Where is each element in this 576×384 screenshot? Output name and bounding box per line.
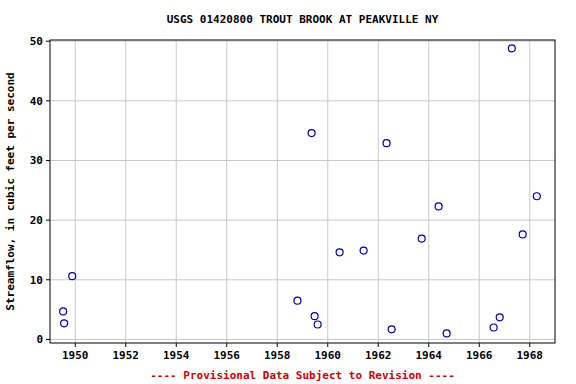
- grid-line: [378, 40, 379, 343]
- x-tick-label: 1960: [315, 349, 342, 362]
- tick: [378, 343, 379, 347]
- grid-line: [529, 40, 530, 343]
- tick: [226, 343, 227, 347]
- y-tick-label: 0: [36, 333, 43, 346]
- point: [336, 249, 343, 256]
- point: [519, 231, 526, 238]
- y-tick-label: 10: [30, 274, 43, 287]
- tick: [176, 343, 177, 347]
- tick: [125, 343, 126, 347]
- grid-line: [125, 40, 126, 343]
- grid-line: [226, 40, 227, 343]
- annotation: ---- Provisional Data Subject to Revisio…: [150, 369, 455, 382]
- x-tick-label: 1968: [517, 349, 544, 362]
- grid-line: [176, 40, 177, 343]
- point: [69, 273, 76, 280]
- y-axis-label: Streamflow, in cubic feet per second: [4, 72, 17, 310]
- tick: [428, 343, 429, 347]
- y-tick-label: 20: [30, 214, 43, 227]
- point: [443, 330, 450, 337]
- y-tick-label: 50: [30, 35, 43, 48]
- point: [60, 308, 67, 315]
- grid-line: [50, 279, 555, 280]
- tick: [529, 343, 530, 347]
- grid-line: [50, 160, 555, 161]
- tick: [46, 160, 50, 161]
- x-tick-label: 1966: [466, 349, 493, 362]
- point: [435, 203, 442, 210]
- tick: [75, 343, 76, 347]
- x-tick-label: 1958: [264, 349, 291, 362]
- tick: [46, 100, 50, 101]
- tick: [46, 279, 50, 280]
- tick: [46, 339, 50, 340]
- x-tick-label: 1952: [113, 349, 140, 362]
- point: [314, 321, 321, 328]
- point: [61, 320, 68, 327]
- tick: [46, 220, 50, 221]
- point: [533, 193, 540, 200]
- plot-frame: [50, 40, 555, 343]
- point: [496, 314, 503, 321]
- point: [360, 247, 367, 254]
- point: [490, 324, 497, 331]
- point: [418, 235, 425, 242]
- x-tick-label: 1956: [214, 349, 241, 362]
- x-tick-label: 1950: [62, 349, 89, 362]
- point: [294, 297, 301, 304]
- tick: [46, 41, 50, 42]
- y-tick-label: 30: [30, 154, 43, 167]
- grid-line: [327, 40, 328, 343]
- point: [388, 326, 395, 333]
- grid-line: [50, 339, 555, 340]
- grid-line: [428, 40, 429, 343]
- grid-line: [479, 40, 480, 343]
- grid-line: [50, 41, 555, 42]
- point: [311, 313, 318, 320]
- x-tick-label: 1954: [163, 349, 190, 362]
- tick: [479, 343, 480, 347]
- plot-area: [50, 40, 555, 343]
- chart: 1950 1952 1954 1956 1958 1960 1962 1964 1966 1968…: [0, 0, 576, 384]
- x-tick-label: 1964: [416, 349, 443, 362]
- y-tick-label: 40: [30, 95, 43, 108]
- grid-line: [75, 40, 76, 343]
- point: [308, 130, 315, 137]
- points: [60, 45, 541, 337]
- x-tick-label: 1962: [365, 349, 392, 362]
- grid-line: [50, 220, 555, 221]
- tick: [327, 343, 328, 347]
- point: [508, 45, 515, 52]
- title: USGS 01420800 TROUT BROOK AT PEAKVILLE N…: [167, 13, 439, 26]
- grid-line: [50, 100, 555, 101]
- tick: [277, 343, 278, 347]
- grid-line: [277, 40, 278, 343]
- point: [383, 140, 390, 147]
